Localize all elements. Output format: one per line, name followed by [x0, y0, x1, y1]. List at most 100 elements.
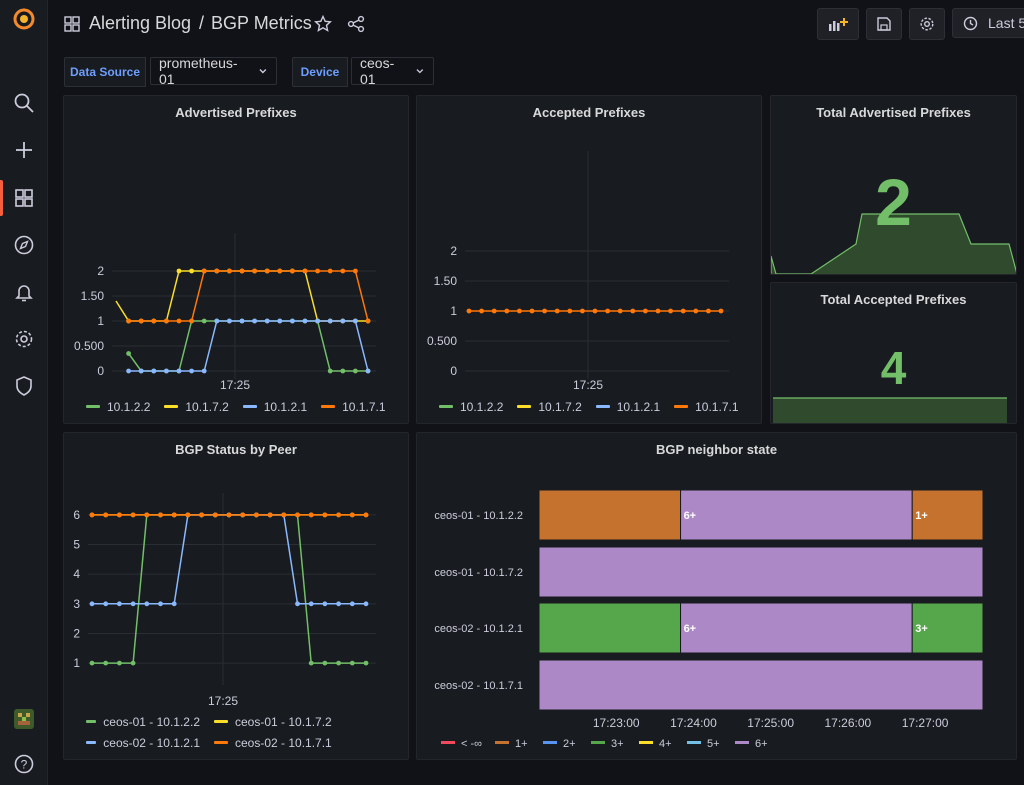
legend-item[interactable]: 10.1.2.1	[242, 396, 308, 417]
panel-advertised-prefixes[interactable]: Advertised Prefixes 0 0.500 1 1.50 2 17:25 10…	[63, 95, 409, 424]
data-point	[126, 368, 131, 374]
data-point	[680, 308, 686, 314]
server-admin-shield-icon[interactable]	[11, 373, 37, 399]
grafana-logo-icon[interactable]	[11, 6, 37, 32]
data-point	[363, 660, 369, 666]
data-point	[117, 512, 122, 518]
clock-icon	[963, 16, 978, 30]
data-point	[340, 268, 346, 274]
data-point	[340, 318, 346, 324]
legend-label: 6+	[755, 738, 768, 750]
svg-text:?: ?	[21, 758, 28, 772]
data-point	[567, 308, 573, 314]
data-point	[89, 660, 95, 666]
legend-item[interactable]: 10.1.7.2	[517, 396, 582, 417]
legend-item[interactable]: 10.1.7.2	[164, 396, 229, 417]
y-tick-label: 0	[450, 364, 457, 378]
legend-item[interactable]: 10.1.2.1	[595, 396, 661, 417]
data-point	[189, 368, 194, 374]
data-point	[630, 308, 636, 314]
chart-legend: 10.1.2.2 10.1.7.2 10.1.2.1 10.1.7.1	[86, 396, 400, 417]
breadcrumb-folder[interactable]: Alerting Blog	[89, 13, 192, 33]
dashboard-settings-button[interactable]	[909, 8, 945, 40]
panel-title: BGP Status by Peer	[175, 442, 297, 457]
data-point	[693, 308, 699, 314]
legend-item[interactable]: 10.1.2.2	[439, 396, 503, 417]
data-point	[264, 318, 270, 324]
add-panel-icon	[829, 18, 848, 31]
state-segment	[538, 546, 984, 598]
panel-accepted-prefixes[interactable]: Accepted Prefixes 0 0.500 1 1.50 2 17:25 10.1…	[416, 95, 762, 424]
y-tick-label: 1	[73, 656, 80, 670]
configuration-gear-icon[interactable]	[11, 326, 37, 352]
help-icon[interactable]: ?	[11, 751, 37, 777]
legend-swatch	[517, 405, 532, 408]
segment-label: 1+	[915, 510, 928, 522]
add-panel-button[interactable]	[817, 8, 859, 40]
data-point	[277, 268, 283, 274]
dashboards-icon[interactable]	[11, 185, 37, 211]
data-point	[706, 308, 711, 314]
panel-title: Total Accepted Prefixes	[820, 292, 967, 307]
legend-swatch	[591, 741, 605, 744]
data-point	[349, 660, 355, 666]
page-title[interactable]: BGP Metrics	[211, 13, 312, 33]
data-point	[138, 368, 144, 374]
data-point	[322, 601, 328, 607]
data-point	[158, 601, 163, 607]
data-point	[308, 512, 314, 518]
data-point	[302, 318, 308, 324]
state-segment	[538, 489, 682, 541]
stat-value: 2	[875, 165, 912, 239]
data-point	[252, 268, 257, 274]
legend-item[interactable]: 10.1.2.2	[86, 396, 150, 417]
share-icon[interactable]	[347, 15, 365, 38]
panel-total-accepted-prefixes[interactable]: Total Accepted Prefixes 4	[770, 282, 1017, 424]
panel-total-advertised-prefixes[interactable]: Total Advertised Prefixes 2	[770, 95, 1017, 275]
device-variable-select[interactable]: ceos-01	[351, 55, 434, 87]
time-picker-button[interactable]: Last 5	[952, 8, 1024, 38]
data-point	[365, 318, 371, 324]
data-point	[295, 512, 300, 518]
legend-swatch	[595, 405, 610, 408]
data-point	[252, 318, 257, 324]
create-plus-icon[interactable]	[11, 137, 37, 163]
panel-bgp-neighbor-state[interactable]: BGP neighbor state ceos-01 - 10.1.2.2 6+ 1…	[416, 432, 1017, 760]
legend-swatch	[439, 405, 453, 408]
legend-item[interactable]: ceos-02 - 10.1.2.1	[86, 732, 200, 753]
data-point	[176, 268, 182, 274]
legend-label: 2+	[563, 738, 576, 750]
data-point	[227, 318, 232, 324]
panel-bgp-status-by-peer[interactable]: BGP Status by Peer 1 2 3 4 5 6 17:25 ceos-01 -…	[63, 432, 409, 760]
data-point	[239, 268, 245, 274]
legend-label: 10.1.2.1	[616, 399, 661, 414]
state-segment	[680, 602, 913, 654]
panel-title: Advertised Prefixes	[175, 105, 297, 120]
panel-title: BGP neighbor state	[655, 442, 778, 457]
alerting-bell-icon[interactable]	[11, 279, 37, 305]
legend-item[interactable]: ceos-01 - 10.1.2.2	[86, 711, 200, 732]
explore-compass-icon[interactable]	[11, 232, 37, 258]
data-point	[89, 601, 95, 607]
total-accepted-sparkline	[773, 397, 1007, 423]
datasource-variable-label: Data Source	[64, 57, 146, 87]
legend-item[interactable]: ceos-02 - 10.1.7.1	[214, 732, 332, 753]
data-point	[353, 268, 358, 274]
y-tick-label: 0.500	[74, 339, 104, 353]
save-dashboard-button[interactable]	[866, 8, 902, 40]
legend-item[interactable]: 10.1.7.1	[674, 396, 739, 417]
data-point	[130, 660, 136, 666]
legend-label: 3+	[611, 738, 624, 750]
y-tick-label: 2	[73, 626, 80, 640]
data-point	[201, 318, 207, 324]
star-icon[interactable]	[313, 14, 333, 38]
y-tick-label: 2	[450, 244, 457, 258]
legend-item[interactable]: 10.1.7.1	[321, 396, 386, 417]
legend-label: 10.1.2.1	[263, 399, 308, 414]
user-avatar-icon[interactable]	[11, 706, 37, 732]
y-tick-label: 3	[73, 597, 80, 611]
legend-item[interactable]: ceos-01 - 10.1.7.2	[214, 711, 332, 732]
search-icon[interactable]	[11, 90, 37, 116]
breadcrumb-separator: /	[199, 13, 205, 33]
datasource-variable-select[interactable]: prometheus-01	[150, 55, 277, 87]
